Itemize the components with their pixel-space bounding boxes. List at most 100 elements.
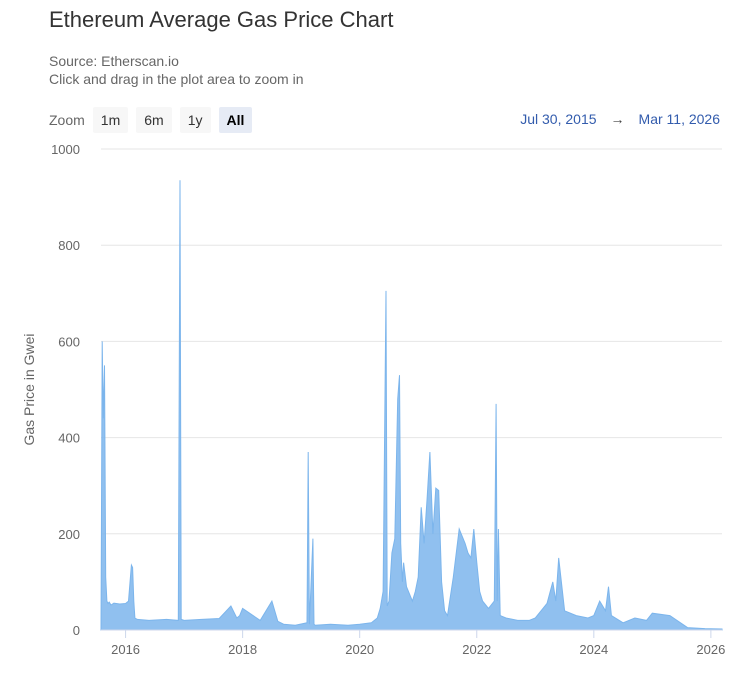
data-point	[306, 622, 308, 624]
data-point	[236, 617, 238, 619]
y-axis-label: Gas Price in Gwei	[21, 333, 37, 445]
data-point	[401, 581, 403, 583]
data-point	[399, 374, 401, 376]
data-point	[242, 607, 244, 609]
range-to-date[interactable]: Mar 11, 2026	[638, 111, 720, 127]
data-point	[686, 627, 688, 629]
data-point	[108, 601, 110, 603]
data-point	[464, 542, 466, 544]
data-point	[452, 576, 454, 578]
data-point	[403, 562, 405, 564]
data-point	[446, 615, 448, 617]
data-point	[467, 552, 469, 554]
data-point	[473, 528, 475, 530]
data-point	[110, 604, 112, 606]
data-point	[128, 600, 130, 602]
range-from-date[interactable]: Jul 30, 2015	[520, 111, 597, 127]
data-point	[528, 619, 530, 621]
data-point	[259, 619, 261, 621]
data-point	[438, 490, 440, 492]
zoom-6m-button[interactable]: 6m	[136, 107, 172, 133]
data-point	[177, 619, 179, 621]
data-point	[497, 528, 499, 530]
data-point	[558, 557, 560, 559]
data-point	[379, 607, 381, 609]
chart-title: Ethereum Average Gas Price Chart	[49, 7, 394, 32]
zoom-all-button[interactable]: All	[218, 107, 253, 133]
data-point	[329, 623, 331, 625]
data-point	[218, 617, 220, 619]
data-point	[546, 603, 548, 605]
data-point	[622, 622, 624, 624]
series-area	[100, 180, 723, 631]
data-point	[414, 591, 416, 593]
data-point	[314, 624, 316, 626]
data-point	[495, 403, 497, 405]
data-point	[400, 542, 402, 544]
data-point	[183, 619, 185, 621]
zoom-1y-button[interactable]: 1y	[179, 107, 211, 133]
data-point	[587, 617, 589, 619]
data-point	[482, 600, 484, 602]
data-point	[607, 586, 609, 588]
data-point	[230, 605, 232, 607]
data-point	[493, 600, 495, 602]
data-point	[610, 615, 612, 617]
data-point	[645, 619, 647, 621]
data-point	[101, 340, 103, 342]
y-tick-label: 800	[58, 238, 80, 253]
data-point	[376, 617, 378, 619]
y-tick-label: 200	[58, 527, 80, 542]
data-point	[105, 576, 107, 578]
date-range: Jul 30, 2015 → Mar 11, 2026	[520, 111, 720, 127]
data-point	[599, 600, 601, 602]
data-point	[136, 618, 138, 620]
data-point	[417, 576, 419, 578]
data-point	[388, 600, 390, 602]
data-point	[308, 623, 310, 625]
data-point	[444, 610, 446, 612]
data-point	[370, 622, 372, 624]
data-point	[119, 603, 121, 605]
y-tick-label: 400	[58, 431, 80, 446]
data-point	[134, 617, 136, 619]
data-point	[411, 600, 413, 602]
data-point	[148, 619, 150, 621]
data-point	[476, 562, 478, 564]
data-point	[347, 624, 349, 626]
data-point	[104, 364, 106, 366]
x-tick-label: 2022	[462, 642, 491, 657]
data-point	[394, 538, 396, 540]
data-point	[312, 538, 314, 540]
data-point	[113, 602, 115, 604]
data-point	[426, 499, 428, 501]
zoom-1m-button[interactable]: 1m	[92, 107, 129, 133]
data-point	[179, 179, 181, 181]
x-tick-label: 2016	[111, 642, 140, 657]
chart-subtitle: Source: Etherscan.io Click and drag in t…	[49, 52, 303, 88]
x-tick-label: 2026	[696, 642, 725, 657]
data-point	[294, 624, 296, 626]
zoom-controls: Zoom 1m 6m 1y All	[49, 107, 253, 133]
data-point	[555, 600, 557, 602]
source-label: Source: Etherscan.io	[49, 53, 179, 69]
data-point	[102, 417, 104, 419]
data-point	[651, 612, 653, 614]
data-point	[634, 617, 636, 619]
data-point	[605, 610, 607, 612]
data-point	[130, 564, 132, 566]
data-point	[429, 451, 431, 453]
y-tick-label: 1000	[51, 142, 80, 157]
data-point	[106, 600, 108, 602]
zoom-hint: Click and drag in the plot area to zoom …	[49, 71, 304, 87]
data-point	[406, 586, 408, 588]
data-point	[496, 600, 498, 602]
data-point	[470, 557, 472, 559]
data-point	[704, 628, 706, 630]
data-point	[593, 615, 595, 617]
data-point	[125, 603, 127, 605]
data-point	[505, 617, 507, 619]
data-point	[487, 607, 489, 609]
data-point	[564, 610, 566, 612]
